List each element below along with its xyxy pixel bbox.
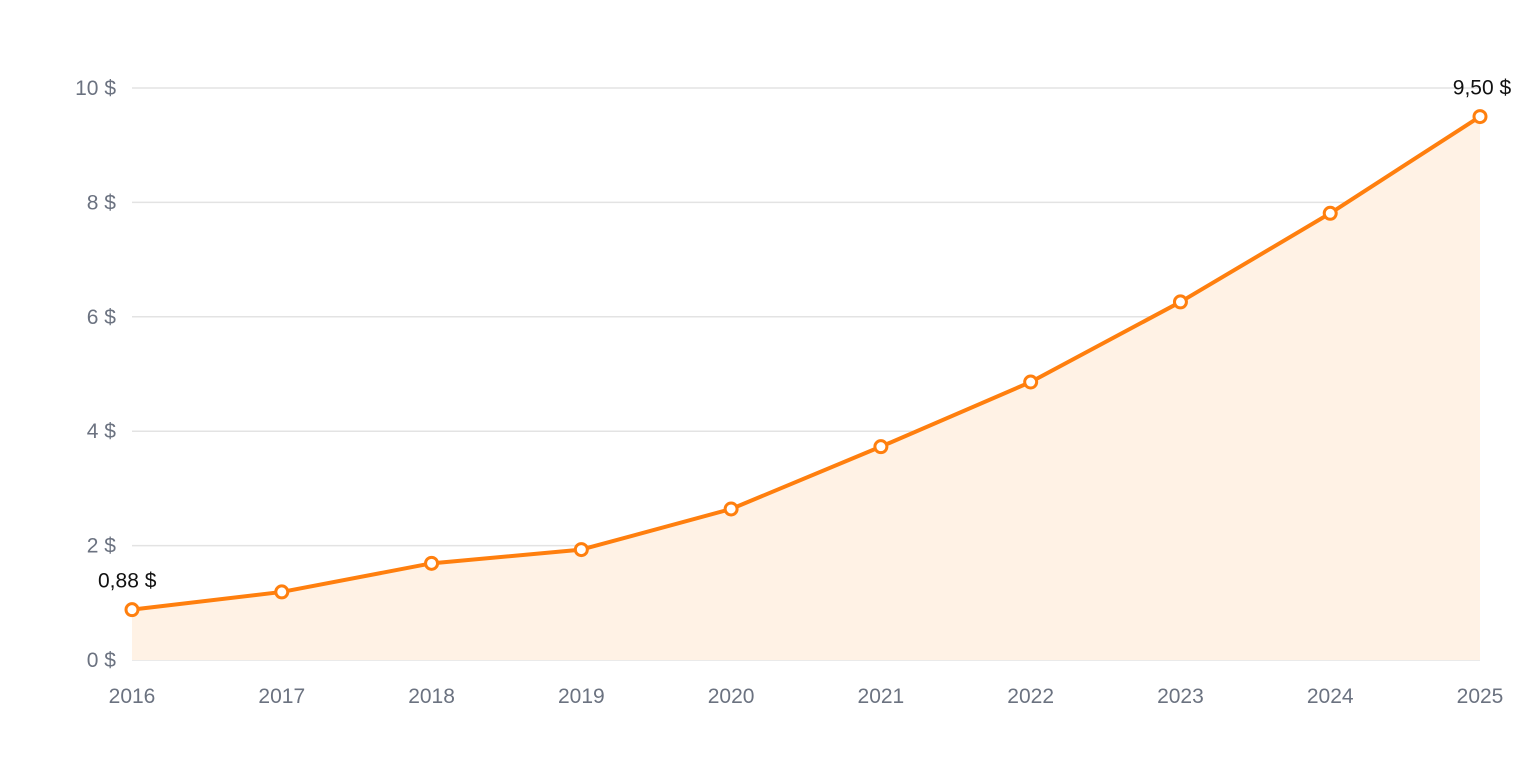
- x-axis: 2016 2017 2018 2019 2020 2021 2022 2023 2024 2025: [109, 685, 1504, 708]
- x-tick-label: 2023: [1157, 685, 1204, 708]
- y-tick-label: 6 $: [87, 306, 117, 329]
- x-tick-label: 2016: [109, 685, 156, 708]
- x-tick-label: 2021: [858, 685, 905, 708]
- y-axis: 0 $ 2 $ 4 $ 6 $ 8 $ 10 $: [75, 77, 116, 672]
- data-point-2024[interactable]: [1322, 205, 1338, 221]
- data-point-2025[interactable]: [1472, 109, 1488, 125]
- series-line: [130, 114, 1482, 612]
- data-point-2020[interactable]: [723, 501, 739, 517]
- data-point-2016[interactable]: [124, 602, 140, 618]
- x-tick-label: 2018: [408, 685, 455, 708]
- series-area-fill: [132, 116, 1480, 661]
- line-layer: [130, 114, 1482, 612]
- data-point-2018[interactable]: [424, 555, 440, 571]
- data-label-2016: 0,88 $: [98, 570, 157, 593]
- y-tick-label: 0 $: [87, 649, 117, 672]
- x-tick-label: 2022: [1007, 685, 1054, 708]
- x-tick-label: 2025: [1457, 685, 1504, 708]
- point-layer: [124, 109, 1488, 618]
- data-label-2025: 9,50 $: [1453, 77, 1512, 100]
- area-layer: [132, 116, 1480, 661]
- data-point-2023[interactable]: [1172, 294, 1188, 310]
- x-tick-label: 2019: [558, 685, 605, 708]
- data-point-2022[interactable]: [1023, 374, 1039, 390]
- data-point-2019[interactable]: [573, 542, 589, 558]
- y-tick-label: 10 $: [75, 77, 116, 100]
- y-tick-label: 2 $: [87, 535, 117, 558]
- y-tick-label: 8 $: [87, 191, 117, 214]
- data-point-2021[interactable]: [873, 439, 889, 455]
- y-tick-label: 4 $: [87, 420, 117, 443]
- data-point-2017[interactable]: [274, 584, 290, 600]
- x-tick-label: 2020: [708, 685, 755, 708]
- data-label-layer: 0,88 $ 9,50 $: [98, 77, 1512, 593]
- x-tick-label: 2024: [1307, 685, 1354, 708]
- x-tick-label: 2017: [258, 685, 305, 708]
